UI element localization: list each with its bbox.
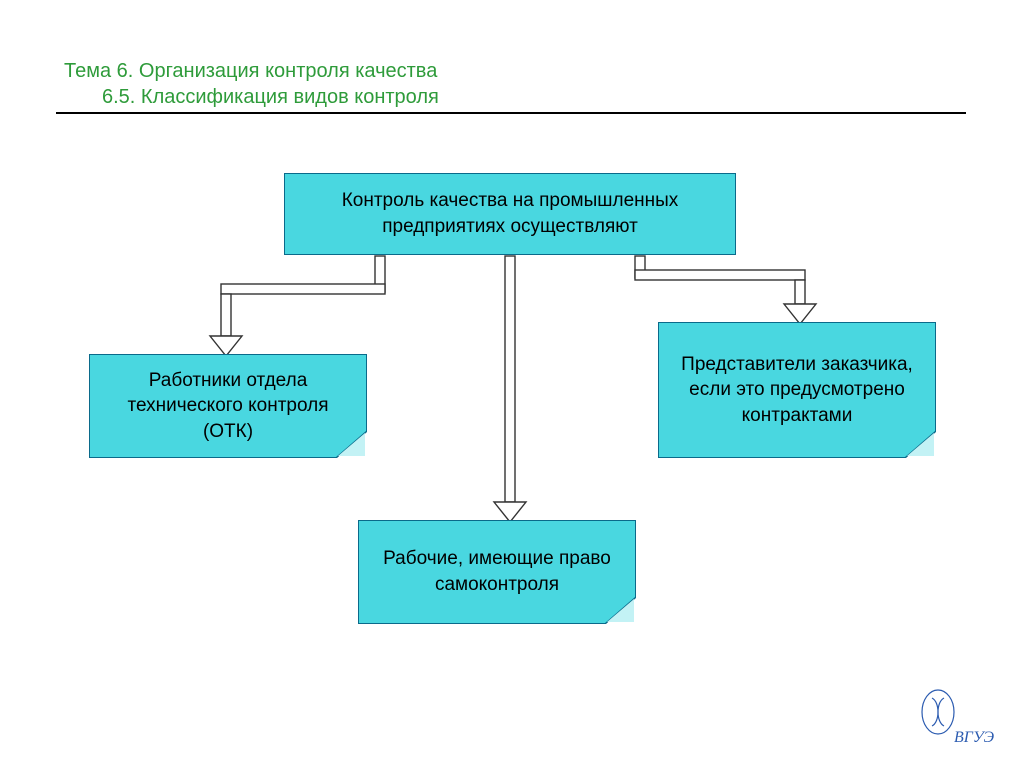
node-center: Рабочие, имеющие право самоконтроля: [358, 520, 636, 624]
node-right: Представители заказчика, если это предус…: [658, 322, 936, 458]
slide-canvas: Тема 6. Организация контроля качества 6.…: [0, 0, 1024, 768]
node-left-label: Работники отдела технического контроля (…: [100, 368, 356, 445]
fold-corner: [606, 598, 636, 624]
node-right-label: Представители заказчика, если это предус…: [669, 352, 925, 429]
node-left: Работники отдела технического контроля (…: [89, 354, 367, 458]
logo-text: ВГУЭС: [954, 729, 994, 746]
fold-corner: [906, 432, 936, 458]
fold-corner: [337, 432, 367, 458]
logo-vgues: ВГУЭС: [914, 688, 994, 748]
node-center-label: Рабочие, имеющие право самоконтроля: [369, 546, 625, 597]
